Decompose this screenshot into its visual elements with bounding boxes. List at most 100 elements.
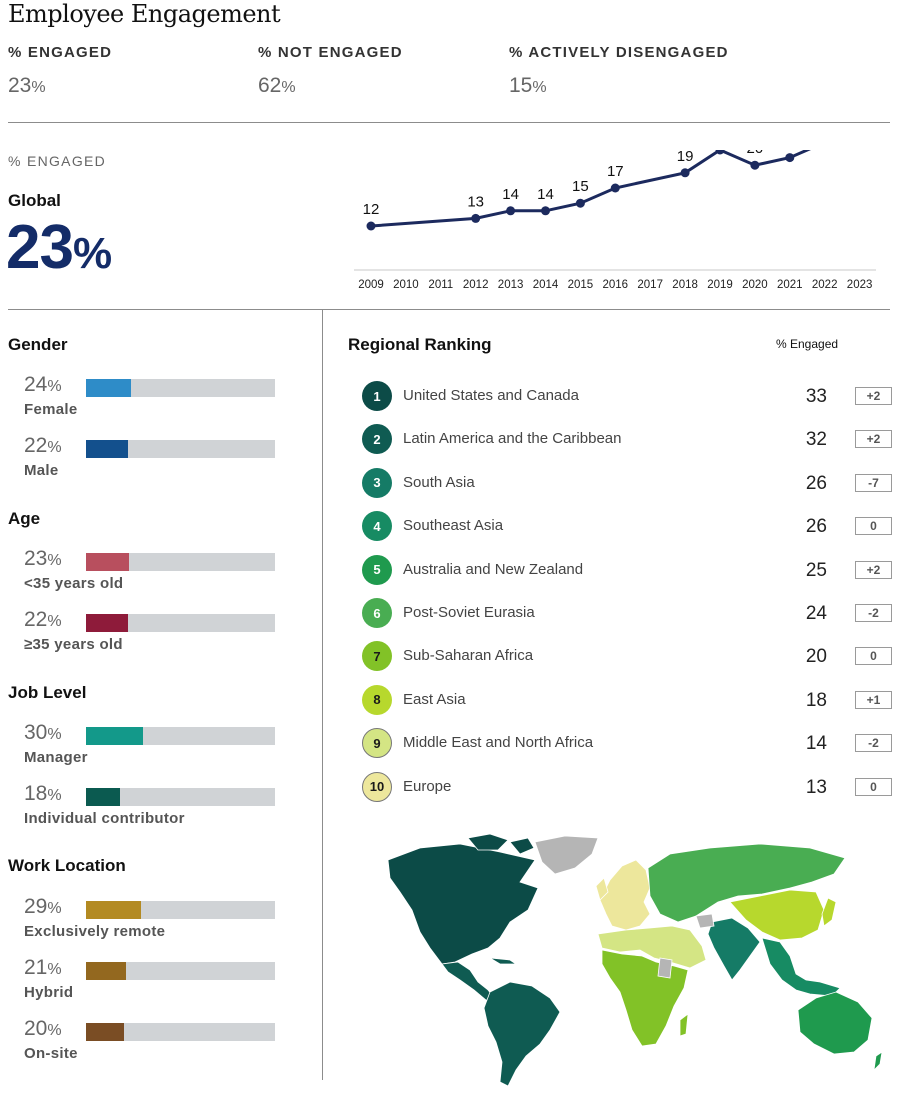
demographic-value: 29% xyxy=(24,895,62,918)
trend-point xyxy=(785,153,795,163)
trend-point xyxy=(610,183,620,193)
summary-engaged-value: 23% xyxy=(8,74,46,97)
map-region-greenland xyxy=(534,835,599,875)
region-name: Latin America and the Caribbean xyxy=(403,430,622,448)
ranking-row: 2 Latin America and the Caribbean 32 +2 xyxy=(362,424,894,455)
region-name: Europe xyxy=(403,777,452,795)
x-tick-label: 2013 xyxy=(498,279,524,291)
global-value: 23% xyxy=(6,213,112,282)
region-engaged-value: 26 xyxy=(805,472,827,494)
divider xyxy=(8,122,890,123)
ranking-row: 1 United States and Canada 33 +2 xyxy=(362,381,894,411)
x-tick-label: 2016 xyxy=(603,279,629,291)
region-change-badge: -7 xyxy=(855,473,892,492)
bar-fill xyxy=(86,962,126,980)
map-region-sub-saharan-africa xyxy=(601,949,689,1047)
divider xyxy=(8,309,890,310)
x-tick-label: 2012 xyxy=(463,279,489,291)
bar-track xyxy=(86,379,275,397)
regional-ranking-title: Regional Ranking xyxy=(348,335,492,354)
demographic-label: Female xyxy=(24,401,78,418)
region-engaged-value: 33 xyxy=(805,386,827,407)
trend-data-label: 17 xyxy=(607,163,624,180)
demographic-value: 24% xyxy=(24,373,62,396)
rank-badge: 5 xyxy=(362,554,392,585)
section-heading: Work Location xyxy=(8,856,126,875)
region-name: Post-Soviet Eurasia xyxy=(403,604,535,621)
summary-engaged-label: % ENGAGED xyxy=(8,44,113,61)
region-engaged-value: 26 xyxy=(805,516,827,538)
map-region-japan xyxy=(821,897,837,927)
region-name: Sub-Saharan Africa xyxy=(403,647,534,665)
demographic-label: On-site xyxy=(24,1045,78,1062)
demographic-row: 29% Exclusively remote xyxy=(24,895,284,955)
bar-track xyxy=(86,962,275,980)
summary-not-engaged-value: 62% xyxy=(258,74,296,97)
map-region-europe xyxy=(599,859,651,931)
map-region-north-america-islands xyxy=(467,833,535,855)
bar-fill xyxy=(86,727,143,745)
region-name: Australia and New Zealand xyxy=(403,560,584,578)
region-engaged-value: 24 xyxy=(805,603,827,624)
bar-track xyxy=(86,901,275,919)
region-name: Southeast Asia xyxy=(403,517,504,535)
rank-badge: 2 xyxy=(362,424,392,455)
rank-badge: 4 xyxy=(362,511,392,542)
trend-data-label: 13 xyxy=(467,193,484,210)
x-tick-label: 2011 xyxy=(428,279,453,291)
trend-data-label: 12 xyxy=(363,201,380,218)
trend-data-label: 20 xyxy=(747,150,764,157)
summary-engaged: % ENGAGED 23% xyxy=(8,44,112,98)
map-region-south-asia xyxy=(707,917,761,981)
bar-track xyxy=(86,788,275,806)
demographic-row: 22% ≥35 years old xyxy=(24,608,284,668)
demographic-label: ≥35 years old xyxy=(24,636,123,653)
x-tick-label: 2019 xyxy=(707,279,733,291)
bar-track xyxy=(86,1023,275,1041)
demographic-value: 18% xyxy=(24,782,62,805)
summary-actively-disengaged: % ACTIVELY DISENGAGED 15% xyxy=(509,44,729,98)
bar-track xyxy=(86,727,275,745)
bar-fill xyxy=(86,614,128,632)
map-region-new-zealand xyxy=(873,1051,883,1072)
bar-fill xyxy=(86,788,121,806)
x-tick-label: 2010 xyxy=(393,279,419,291)
region-change-badge: +2 xyxy=(855,430,892,449)
ranking-row: 3 South Asia 26 -7 xyxy=(362,467,894,498)
region-name: East Asia xyxy=(403,690,466,708)
map-region-south-america xyxy=(483,981,561,1087)
rank-badge: 3 xyxy=(362,467,392,498)
region-change-badge: -2 xyxy=(855,734,892,753)
map-region-southeast-asia xyxy=(761,937,841,997)
demographic-row: 18% Individual contributor xyxy=(24,782,284,842)
ranking-row: 6 Post-Soviet Eurasia 24 -2 xyxy=(362,598,894,628)
demographic-label: <35 years old xyxy=(24,575,124,592)
region-change-badge: -2 xyxy=(855,604,892,622)
trend-point xyxy=(366,221,376,231)
x-tick-label: 2017 xyxy=(637,279,663,291)
region-name: South Asia xyxy=(403,473,475,491)
x-tick-label: 2015 xyxy=(568,279,594,291)
region-change-badge: +1 xyxy=(855,690,892,709)
ranking-row: 8 East Asia 18 +1 xyxy=(362,684,894,715)
demographic-value: 23% xyxy=(24,547,62,570)
ranking-row: 4 Southeast Asia 26 0 xyxy=(362,511,894,542)
region-engaged-value: 20 xyxy=(805,646,827,668)
bar-fill xyxy=(86,379,132,397)
region-change-badge: +2 xyxy=(855,387,892,405)
ranking-row: 9 Middle East and North Africa 14 -2 xyxy=(362,728,894,759)
bar-track xyxy=(86,440,275,458)
engagement-trend-chart: 1213141415171922202123232009201020112012… xyxy=(354,150,876,291)
map-region-uk xyxy=(595,877,609,901)
demographic-row: 20% On-site xyxy=(24,1017,284,1077)
section-heading: Gender xyxy=(8,335,68,354)
trend-point xyxy=(715,150,725,155)
map-region-post-soviet-eurasia xyxy=(647,843,846,923)
region-change-badge: 0 xyxy=(855,647,892,666)
engaged-label: % ENGAGED xyxy=(8,153,107,169)
region-name: United States and Canada xyxy=(403,387,579,404)
engaged-column-header: % Engaged xyxy=(776,337,839,351)
world-map xyxy=(387,833,883,1087)
demographic-row: 21% Hybrid xyxy=(24,956,284,1016)
x-tick-label: 2021 xyxy=(777,279,803,291)
